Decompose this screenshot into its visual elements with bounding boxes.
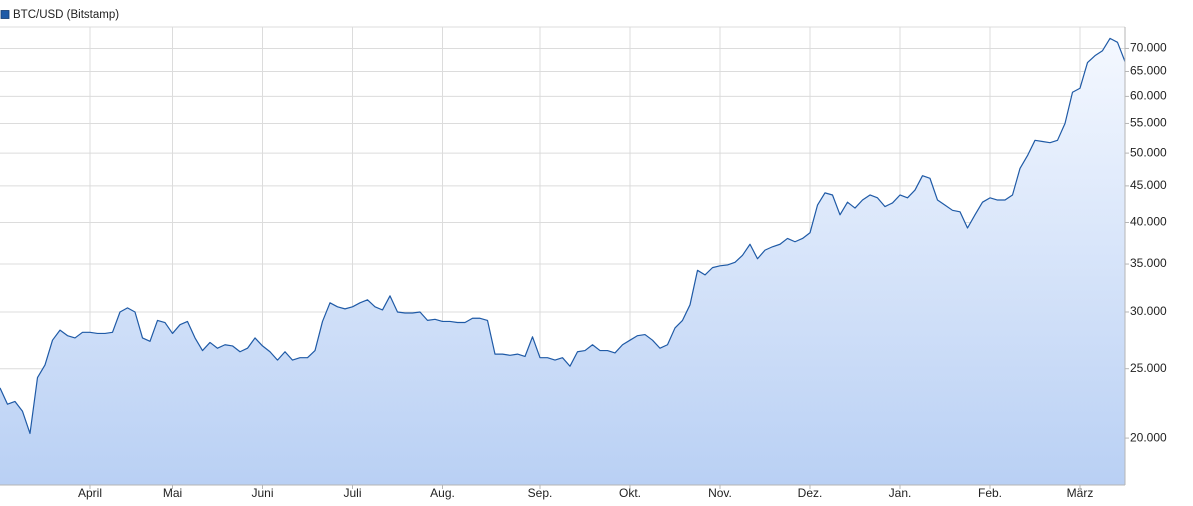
y-tick-label: 60.000	[1130, 89, 1167, 103]
y-tick-label: 30.000	[1130, 304, 1167, 318]
y-tick-label: 40.000	[1130, 215, 1167, 229]
x-tick-label: Okt.	[619, 486, 641, 500]
y-tick-label: 20.000	[1130, 430, 1167, 444]
price-line	[0, 37, 1126, 435]
x-tick-label: Dez.	[798, 486, 823, 500]
plot	[0, 37, 1126, 486]
x-tick-label: Jan.	[889, 486, 912, 500]
area-fill	[0, 38, 1125, 486]
y-tick-label: 55.000	[1130, 116, 1167, 130]
y-tick-label: 35.000	[1130, 256, 1167, 270]
x-tick-label: April	[78, 486, 102, 500]
y-tick-label: 50.000	[1130, 145, 1167, 159]
x-tick-label: Sep.	[528, 486, 553, 500]
y-tick-label: 45.000	[1130, 178, 1167, 192]
x-tick-label: März	[1067, 486, 1094, 500]
x-tick-label: Feb.	[978, 486, 1002, 500]
y-tick-label: 70.000	[1130, 41, 1167, 55]
legend-label: BTC/USD (Bitstamp)	[13, 9, 119, 21]
x-tick-label: Aug.	[430, 486, 455, 500]
axes: 20.000 25.000 30.000 35.000 40.000 45.000 50.0…	[0, 9, 1167, 500]
x-tick-label: Nov.	[708, 486, 732, 500]
y-tick-label: 65.000	[1130, 64, 1167, 78]
x-tick-label: Juni	[251, 486, 273, 500]
x-tick-label: Juli	[343, 486, 361, 500]
legend-swatch	[0, 10, 10, 19]
x-tick-label: Mai	[163, 486, 182, 500]
y-tick-label: 25.000	[1130, 361, 1167, 375]
